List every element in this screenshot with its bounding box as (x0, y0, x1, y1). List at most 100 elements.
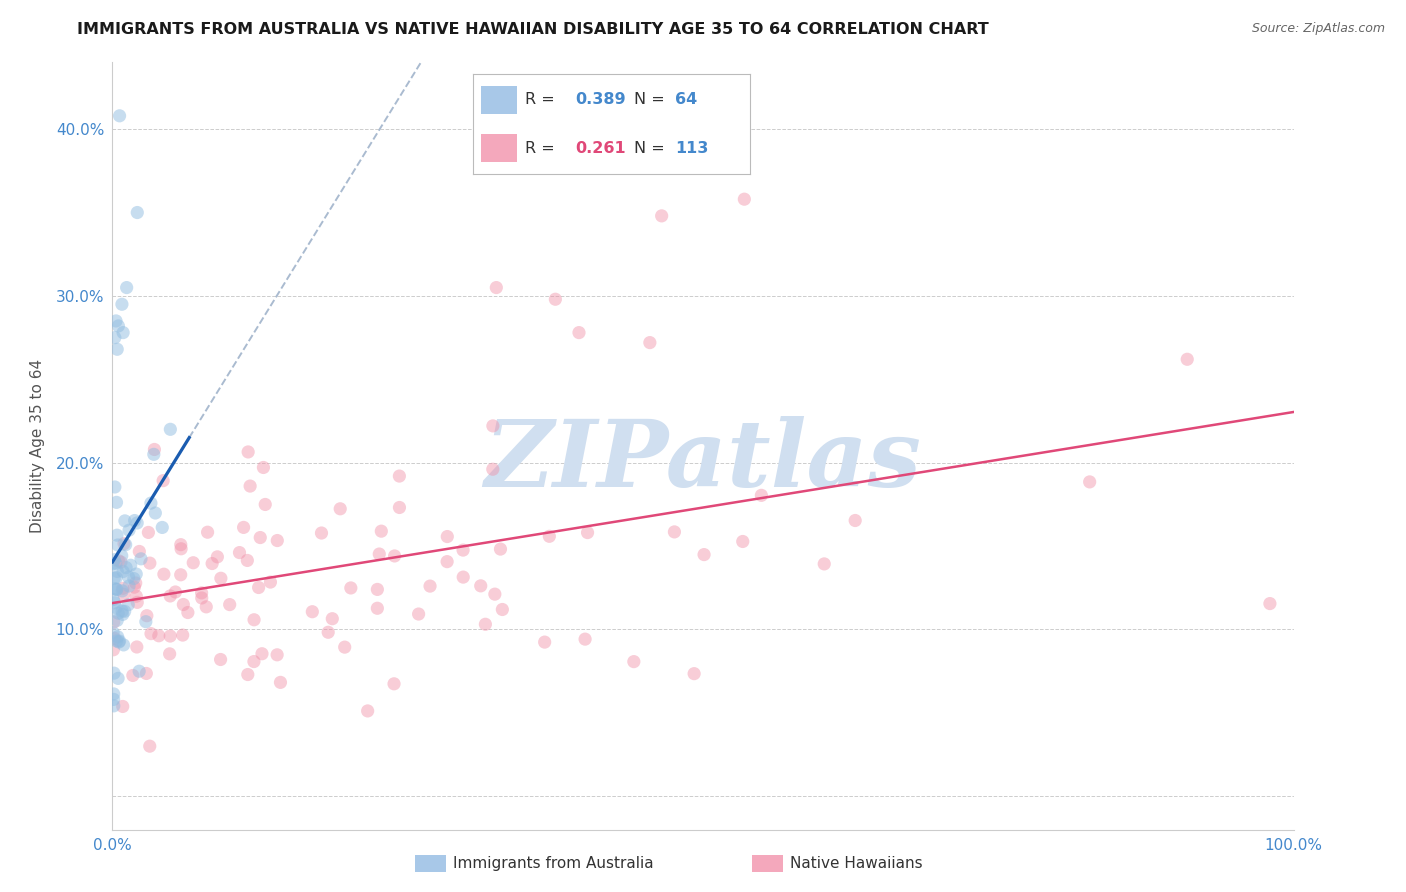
Point (125, 567, 148, 582)
Point (108, 634, 131, 648)
Text: ZIPatlas: ZIPatlas (485, 417, 921, 507)
Point (195, 599, 218, 614)
Point (731, 534, 754, 549)
Point (103, 552, 125, 566)
Point (228, 545, 250, 559)
Point (127, 595, 149, 609)
Point (252, 460, 274, 475)
Point (110, 555, 132, 569)
Point (111, 607, 134, 622)
Point (125, 589, 148, 603)
Point (111, 549, 134, 563)
Point (159, 629, 181, 643)
Point (105, 565, 128, 579)
Point (370, 524, 392, 538)
Point (103, 687, 125, 701)
Point (139, 496, 162, 510)
Point (118, 579, 141, 593)
Point (574, 632, 596, 647)
Point (104, 330, 127, 344)
Point (236, 667, 259, 681)
Point (568, 326, 591, 340)
Point (266, 648, 288, 662)
Point (105, 582, 128, 597)
Point (105, 582, 128, 597)
Point (177, 606, 200, 620)
Point (172, 628, 194, 642)
Point (190, 591, 212, 605)
Point (368, 547, 391, 561)
Y-axis label: Disability Age 35 to 64: Disability Age 35 to 64 (30, 359, 45, 533)
Point (101, 557, 124, 571)
Point (120, 558, 142, 573)
Point (152, 474, 174, 488)
Point (236, 553, 259, 567)
Point (172, 598, 194, 612)
Point (197, 525, 219, 540)
Point (218, 598, 240, 612)
Point (159, 647, 181, 661)
Point (693, 548, 716, 562)
Point (103, 571, 125, 585)
Point (190, 586, 212, 600)
Point (111, 699, 134, 714)
Point (484, 587, 506, 601)
Point (259, 575, 281, 590)
Point (125, 576, 148, 591)
Point (436, 555, 458, 569)
Point (103, 615, 125, 630)
Point (538, 529, 561, 543)
Point (117, 570, 139, 584)
Point (105, 613, 128, 627)
Point (384, 549, 406, 563)
Point (118, 523, 141, 537)
Point (232, 520, 254, 534)
Point (333, 640, 356, 654)
Point (419, 579, 441, 593)
Point (207, 549, 229, 564)
Point (451, 570, 474, 584)
Point (733, 192, 755, 206)
Point (623, 655, 645, 669)
Point (247, 581, 270, 595)
Text: Native Hawaiians: Native Hawaiians (790, 856, 922, 871)
Point (150, 520, 173, 534)
Point (269, 675, 291, 690)
Point (112, 565, 135, 579)
Point (170, 567, 193, 582)
Point (111, 583, 134, 598)
Point (1175, 352, 1198, 367)
Point (139, 626, 162, 640)
Point (115, 280, 138, 294)
Point (236, 445, 259, 459)
Point (105, 528, 128, 542)
Point (105, 600, 128, 615)
Point (170, 541, 193, 556)
Point (112, 638, 135, 652)
Point (382, 677, 405, 691)
Point (117, 598, 139, 612)
Point (470, 579, 492, 593)
Point (388, 469, 411, 483)
Point (436, 530, 458, 544)
Point (135, 666, 157, 681)
Point (311, 526, 333, 541)
Point (124, 580, 146, 594)
Point (489, 542, 512, 557)
Point (165, 585, 187, 599)
Point (148, 629, 170, 643)
Point (105, 343, 128, 357)
Point (638, 335, 661, 350)
Point (135, 608, 157, 623)
Point (485, 280, 508, 294)
Point (481, 462, 503, 476)
Point (316, 625, 339, 640)
Point (104, 556, 127, 570)
Point (107, 554, 129, 568)
Point (544, 292, 567, 306)
Point (533, 635, 555, 649)
Point (103, 666, 125, 681)
Point (103, 632, 125, 646)
Point (243, 613, 266, 627)
Point (121, 668, 143, 682)
